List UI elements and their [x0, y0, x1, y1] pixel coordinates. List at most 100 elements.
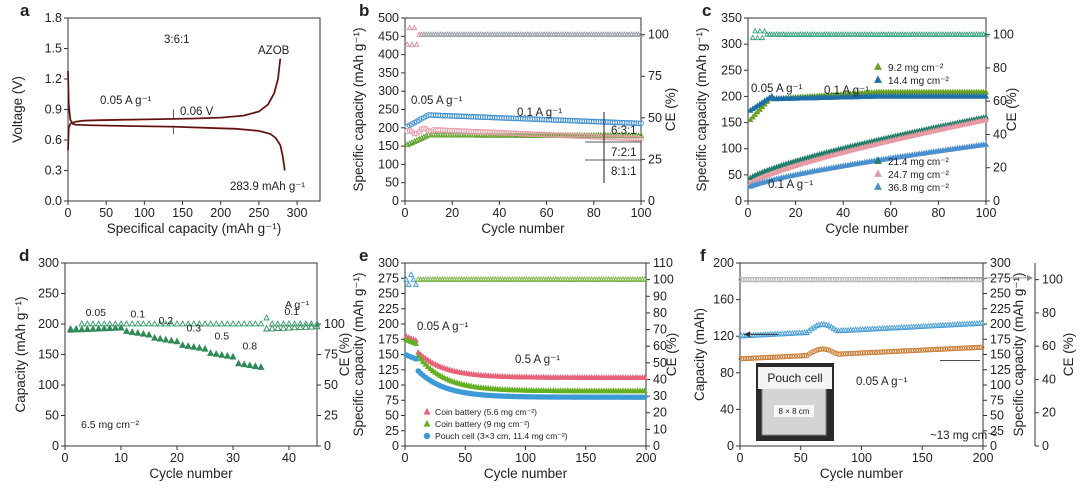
y-tick-label: 200: [378, 121, 399, 135]
x-tick-label: 150: [912, 451, 933, 465]
y2-tick-label: 30: [653, 389, 667, 403]
annotation-rate: 0.05 A g⁻¹: [856, 376, 908, 388]
panel-letter: b: [359, 1, 369, 20]
rate-mark-0.8: [251, 362, 259, 369]
x-tick-label: 50: [458, 451, 472, 465]
series-mark: [641, 387, 648, 394]
specific-capacity-mark: [954, 345, 961, 352]
specific-capacity-mark: [852, 350, 859, 356]
specific-capacity-mark: [782, 353, 788, 360]
legend-marker: [874, 182, 882, 190]
y-axis-label: Specific capacity (mAh g⁻¹): [351, 273, 366, 437]
x-tick-label: 100: [851, 451, 872, 465]
specific-capacity-mark: [835, 351, 842, 357]
rate-mark-0.1: [296, 323, 304, 330]
specific-capacity-mark: [816, 346, 822, 353]
y2-tick-label: 60: [993, 94, 1007, 108]
rate-mark-0.05: [78, 325, 86, 333]
capacity-mark: [978, 319, 985, 326]
y2-tick-label: 100: [990, 378, 1011, 392]
series-mark: [413, 356, 419, 362]
specific-capacity-mark: [925, 347, 931, 353]
x-tick-label: 250: [248, 206, 269, 220]
rate-label: 0.5: [214, 330, 229, 342]
series-mark-14.4 mg cm-2: [768, 92, 775, 99]
x-axis-label: Cycle number: [481, 221, 565, 236]
y-axis-label: Capacity (mAh): [692, 308, 707, 401]
specific-capacity-mark: [796, 353, 803, 359]
ce-mark: [229, 320, 237, 327]
plot-frame: [747, 17, 987, 202]
y-tick-label: 300: [721, 37, 742, 51]
rate-mark-0.05: [67, 325, 75, 333]
series-mark-7:2:1: [406, 140, 413, 147]
y2-tick-label: 0: [653, 439, 660, 453]
specific-capacity-mark: [775, 354, 781, 360]
panel-f: [736, 262, 987, 450]
rate-mark-0.1: [274, 324, 282, 331]
y2-tick-label: 300: [990, 256, 1011, 270]
specific-capacity-mark: [920, 347, 927, 353]
specific-capacity-mark: [952, 345, 958, 352]
rate-mark-0.1: [263, 324, 271, 332]
panel-letter: f: [700, 246, 706, 265]
specific-capacity-mark: [908, 347, 914, 354]
y2-axis-label: Specific capacity (mAh g⁻¹): [1011, 273, 1026, 437]
specific-capacity-mark: [937, 346, 944, 352]
specific-capacity-mark: [935, 346, 941, 352]
y2-tick-label: 25: [990, 424, 1004, 438]
ce-mark: [407, 271, 415, 277]
x-tick-label: 20: [170, 451, 184, 465]
specific-capacity-mark: [833, 350, 839, 357]
specific-capacity-mark: [940, 346, 946, 352]
series-mark-6:3:1: [635, 120, 642, 127]
rate-mark-0.1: [302, 323, 310, 330]
specific-capacity-mark: [743, 355, 749, 362]
y-tick-label: 500: [378, 11, 399, 25]
rate-mark-0.1: [279, 323, 287, 331]
specific-capacity-mark: [753, 355, 759, 361]
ce-mark: [641, 276, 648, 282]
rate-label: 0.8: [242, 341, 257, 353]
ce-mark: [218, 320, 226, 327]
y-tick-label: 50: [385, 176, 399, 190]
rate-label: 0.1: [130, 308, 145, 320]
series-mark-7:2:1: [404, 141, 411, 148]
specific-capacity-mark: [767, 354, 774, 360]
specific-capacity-mark: [760, 355, 766, 361]
rate-mark-0.05: [72, 325, 80, 333]
specific-capacity-mark: [770, 354, 776, 360]
specific-capacity-mark: [789, 353, 795, 359]
annotation-rate-1: 0.05 A g⁻¹: [411, 95, 463, 107]
rate-mark-0.3: [195, 343, 203, 351]
y-tick-label: 0: [735, 194, 742, 208]
rate-mark-0.1: [123, 327, 131, 334]
y2-tick-label: 40: [653, 372, 667, 386]
rate-mark-0.1: [128, 328, 136, 335]
specific-capacity-mark: [813, 347, 820, 353]
arrowhead: [1027, 274, 1033, 281]
specific-capacity-mark: [974, 344, 980, 351]
label-6-3-1: 6:3:1: [611, 125, 637, 137]
specific-capacity-mark: [845, 350, 851, 357]
specific-capacity-mark: [745, 355, 752, 362]
y-tick-label: 250: [721, 63, 742, 77]
rate-mark-0.2: [167, 336, 175, 344]
legend-marker: [874, 169, 882, 177]
annotation-label: AZOB: [258, 45, 290, 57]
x-tick-label: 100: [515, 451, 536, 465]
ce-mark: [285, 320, 293, 327]
rate-mark-0.1: [134, 328, 142, 336]
y2-tick-label: 70: [653, 323, 667, 337]
y-tick-label: 50: [385, 409, 399, 423]
series-mark: [422, 360, 429, 367]
y2-tick-label: 110: [653, 256, 673, 270]
y-tick-label: 200: [713, 256, 734, 270]
specific-capacity-mark: [862, 350, 868, 356]
specific-capacity-mark: [857, 350, 863, 356]
specific-capacity-mark: [923, 347, 929, 353]
specific-capacity-mark: [860, 350, 866, 356]
arrowhead: [744, 331, 750, 338]
ce-mark: [151, 320, 158, 327]
capacity-mark: [830, 324, 837, 331]
